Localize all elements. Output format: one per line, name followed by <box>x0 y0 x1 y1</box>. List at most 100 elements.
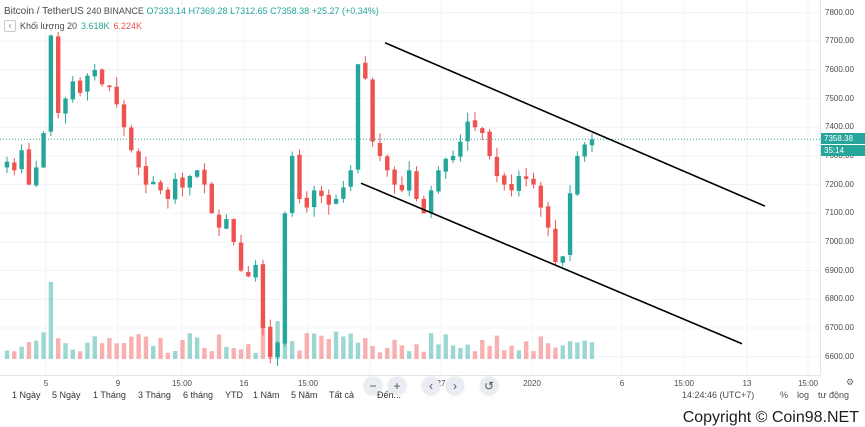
chart-area[interactable] <box>0 0 820 375</box>
candle-body <box>246 272 251 277</box>
volume-bar <box>165 352 171 359</box>
collapse-icon[interactable]: ‹ <box>4 20 16 32</box>
scroll-right-button[interactable]: › <box>446 377 464 395</box>
range-ytd[interactable]: YTD <box>225 390 243 400</box>
volume-bar <box>12 351 17 359</box>
candle-body <box>458 141 463 157</box>
price-axis[interactable]: 7800.007700.007600.007500.007400.007300.… <box>820 0 865 375</box>
candle-body <box>77 80 83 93</box>
volume-bar <box>531 351 536 359</box>
volume-bar <box>209 351 214 359</box>
volume-bar <box>304 333 310 359</box>
volume-bar <box>560 345 565 359</box>
range-6m[interactable]: 6 tháng <box>183 390 214 400</box>
candle-body <box>282 213 288 344</box>
volume-bar <box>216 334 222 359</box>
time-tick-label: 9 <box>115 379 121 388</box>
candle-body <box>224 219 229 229</box>
candle-body <box>370 79 375 142</box>
candle-body <box>202 169 207 185</box>
bottom-toolbar: 1 Ngày 5 Ngày 1 Tháng 3 Tháng 6 tháng YT… <box>0 390 865 403</box>
volume-bar <box>363 338 368 359</box>
settings-gear-icon[interactable]: ⚙ <box>846 377 855 387</box>
volume-bar <box>494 335 500 359</box>
volume-bar <box>180 340 185 359</box>
range-3m[interactable]: 3 Tháng <box>138 390 171 400</box>
candle-body <box>560 256 565 263</box>
bar-countdown-tag: 35:14 <box>821 145 865 157</box>
candle-body <box>143 166 149 185</box>
change-value: +25.27 (+0.34%) <box>311 6 379 16</box>
percent-toggle[interactable]: % <box>780 390 789 400</box>
volume-bar <box>421 351 427 359</box>
time-tick-label: 15:00 <box>297 379 319 388</box>
range-5y[interactable]: 5 Năm <box>291 390 318 400</box>
candle-body <box>41 133 46 168</box>
volume-bar <box>246 344 251 359</box>
candle-body <box>121 104 127 128</box>
volume-bar <box>443 334 448 359</box>
volume-bar <box>129 336 134 359</box>
candle-body <box>70 81 76 100</box>
candle-body <box>63 98 68 114</box>
volume-bar <box>297 350 302 359</box>
price-chart[interactable] <box>0 0 820 375</box>
candle-body <box>326 194 331 205</box>
price-tick-label: 6600.00 <box>825 351 854 361</box>
candle-body <box>436 170 441 192</box>
candle-body <box>531 178 536 185</box>
candle-body <box>480 128 485 134</box>
zoom-out-button[interactable]: − <box>364 377 382 395</box>
candle-body <box>472 120 478 128</box>
range-all[interactable]: Tất cả <box>329 390 355 400</box>
candle-body <box>319 190 324 197</box>
candle-body <box>304 197 310 208</box>
time-tick-label: 16 <box>239 379 249 388</box>
range-1m[interactable]: 1 Tháng <box>93 390 126 400</box>
volume-bar <box>385 347 390 359</box>
candle-body <box>12 162 17 171</box>
volume-bar <box>224 346 229 359</box>
volume-bar <box>399 345 405 359</box>
volume-bar <box>582 340 587 359</box>
symbol-name: Bitcoin / TetherUS <box>4 6 84 17</box>
candle-body <box>341 187 346 199</box>
go-to-date-button[interactable]: Đến... <box>377 390 402 400</box>
candle-body <box>567 193 573 255</box>
range-5d[interactable]: 5 Ngày <box>52 390 81 400</box>
volume-bar <box>158 337 163 359</box>
candle-body <box>377 142 383 156</box>
candle-body <box>399 184 405 191</box>
scroll-left-button[interactable]: ‹ <box>422 377 440 395</box>
price-tick-label: 7400.00 <box>825 122 854 132</box>
candle-body <box>385 156 390 171</box>
volume-bar <box>77 351 83 359</box>
volume-bar <box>458 347 463 359</box>
volume-bar <box>516 350 522 359</box>
volume-bar <box>289 341 295 359</box>
candle-body <box>158 182 163 191</box>
candle-body <box>216 214 222 228</box>
candle-body <box>238 242 244 271</box>
range-1y[interactable]: 1 Năm <box>253 390 280 400</box>
candle-body <box>289 155 295 214</box>
volume-bar <box>194 337 200 359</box>
zoom-in-button[interactable]: + <box>388 377 406 395</box>
volume-bar <box>370 346 375 359</box>
candle-body <box>516 176 522 191</box>
candle-body <box>4 161 10 168</box>
volume-bar <box>63 343 68 359</box>
volume-bar <box>465 344 470 359</box>
candle-body <box>209 183 214 214</box>
volume-bar <box>333 331 339 359</box>
symbol-legend: Bitcoin / TetherUS 240 BINANCE O7333.14 … <box>4 6 379 17</box>
volume-bar <box>34 340 39 359</box>
range-1d[interactable]: 1 Ngày <box>12 390 41 400</box>
volume-bar <box>121 343 127 359</box>
auto-toggle[interactable]: tư động <box>818 390 850 400</box>
reset-chart-button[interactable]: ↺ <box>480 377 498 395</box>
price-tick-label: 6900.00 <box>825 265 854 275</box>
log-toggle[interactable]: log <box>797 390 810 400</box>
lower-trendline <box>360 182 743 345</box>
